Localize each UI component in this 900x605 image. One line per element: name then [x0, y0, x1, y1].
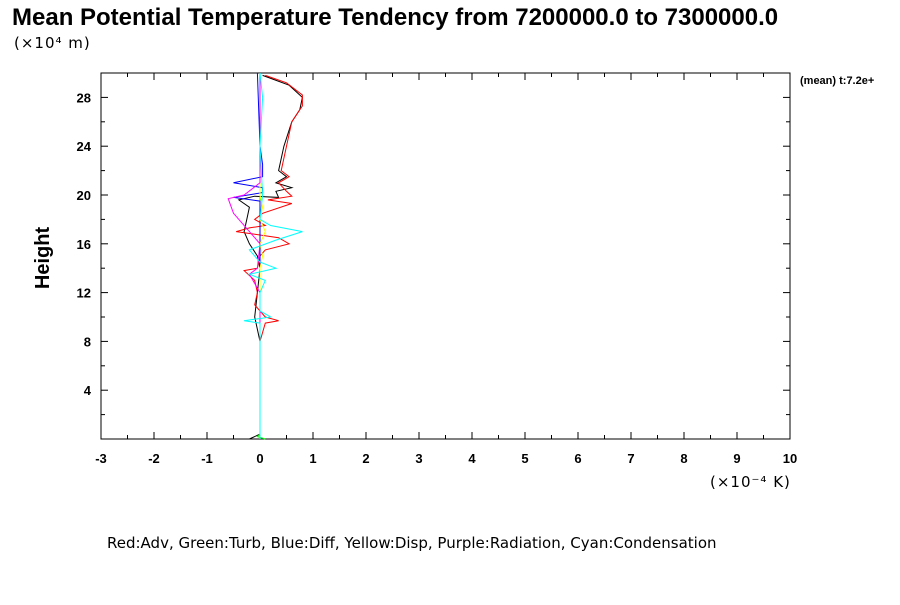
x-unit-label: (×10⁻⁴ K): [710, 473, 791, 491]
x-tick-label: 1: [309, 451, 316, 466]
x-tick-label: 9: [733, 451, 740, 466]
x-tick-label: 7: [627, 451, 634, 466]
x-tick-label: -3: [95, 451, 107, 466]
x-tick-label: 2: [362, 451, 369, 466]
series-layer: [227, 72, 303, 440]
chart-title: Mean Potential Temperature Tendency from…: [12, 4, 778, 31]
x-tick-label: 8: [680, 451, 687, 466]
y-tick-label: 24: [77, 139, 92, 154]
axis-ticks: [100, 72, 791, 439]
y-axis-label: Height: [32, 227, 54, 290]
y-unit-label: (×10⁴ m): [14, 34, 91, 52]
x-tick-label: -1: [201, 451, 213, 466]
x-tick-label: 4: [468, 451, 476, 466]
y-tick-label: 20: [77, 188, 91, 203]
y-tick-label: 28: [77, 90, 91, 105]
y-tick-label: 12: [77, 286, 91, 301]
series-line-adv: [236, 74, 303, 435]
mean-annotation: (mean) t:7.2e+: [800, 75, 874, 87]
plot-frame: [100, 72, 791, 440]
x-tick-label: 3: [415, 451, 422, 466]
x-tick-label: -2: [148, 451, 160, 466]
y-tick-label: 8: [84, 334, 91, 349]
x-tick-label: 0: [256, 451, 263, 466]
series-line-disp: [259, 73, 266, 435]
x-tick-label: 10: [783, 451, 797, 466]
series-line-condensation: [244, 72, 303, 439]
x-tick-label: 5: [521, 451, 528, 466]
x-tick-label: 6: [574, 451, 581, 466]
y-tick-label: 16: [77, 237, 91, 252]
series-legend: Red:Adv, Green:Turb, Blue:Diff, Yellow:D…: [107, 534, 717, 552]
series-line-total: [237, 74, 303, 440]
y-tick-label: 4: [84, 383, 92, 398]
series-line-diff: [233, 72, 264, 435]
series-line-radiation: [227, 73, 261, 435]
